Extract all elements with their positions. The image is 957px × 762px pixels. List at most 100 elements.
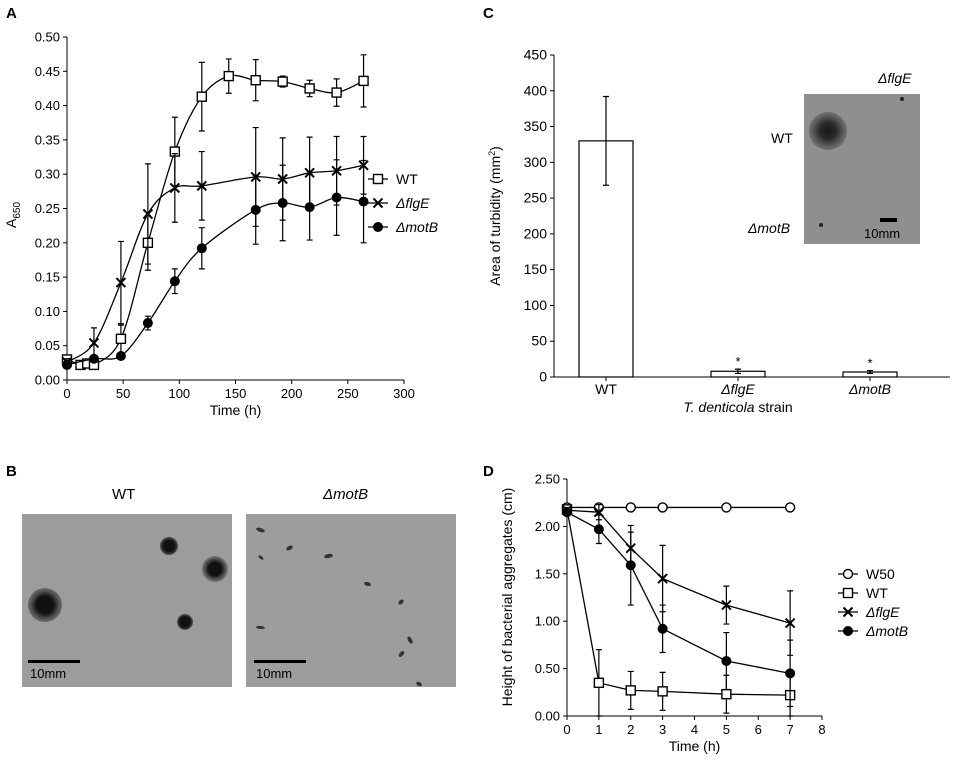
y-tick-label: 0.50 <box>535 661 560 676</box>
data-point <box>250 204 261 215</box>
panel-label-b: B <box>6 463 17 480</box>
data-point <box>115 333 127 345</box>
category-label: ΔmotB <box>848 381 891 397</box>
x-axis-title: T. denticola strain <box>683 399 792 415</box>
error-bar <box>603 95 609 186</box>
photo-motb: 10mm <box>246 514 456 687</box>
x-tick-label: 100 <box>168 386 190 401</box>
x-tick-label: 250 <box>337 386 359 401</box>
data-point <box>784 502 796 513</box>
data-point <box>625 685 636 696</box>
data-point <box>88 337 100 349</box>
data-point <box>115 350 126 361</box>
data-point <box>115 277 127 288</box>
data-point <box>657 573 668 584</box>
inset-colony-motb <box>819 223 823 227</box>
y-tick-label: 2.00 <box>535 519 560 534</box>
series-line <box>566 509 791 696</box>
y-axis-title: Height of bacterial aggregates (cm) <box>499 488 515 707</box>
data-point <box>593 524 604 535</box>
y-tick-label: 350 <box>524 118 548 134</box>
data-point <box>721 502 732 513</box>
colony <box>177 614 193 630</box>
y-tick-label: 150 <box>524 261 548 277</box>
data-point <box>358 75 369 87</box>
y-tick-label: 300 <box>524 154 548 170</box>
y-tick-label: 0.10 <box>35 304 60 319</box>
inset-scale-bar <box>880 218 897 222</box>
data-point <box>721 599 732 611</box>
data-point <box>657 686 668 697</box>
data-point <box>277 76 288 87</box>
photo-wt: 10mm <box>22 514 232 687</box>
chart-d: 0.00 0.50 1.00 1.50 2.00 2.50 0 1 2 3 4 5 6 7 8 Time (h… <box>499 472 908 755</box>
legend-label: W50 <box>866 566 895 582</box>
x-tick-label: 6 <box>755 722 762 737</box>
x-tick-label: 3 <box>659 722 666 737</box>
y-tick-label: 400 <box>524 82 548 98</box>
data-point <box>88 353 99 364</box>
colony <box>202 556 228 582</box>
legend-marker <box>842 587 854 599</box>
data-point <box>196 91 208 102</box>
data-point <box>562 507 572 518</box>
scale-bar <box>28 660 80 663</box>
legend: W50 WT ΔflgE ΔmotB <box>838 566 908 639</box>
legend-marker <box>842 568 854 580</box>
data-point <box>721 688 732 700</box>
inset-photo: 10mm <box>804 94 920 244</box>
y-tick-label: 0.05 <box>35 338 60 353</box>
data-point <box>304 167 315 179</box>
y-tick-label: 1.00 <box>535 614 560 629</box>
data-point <box>721 656 732 667</box>
series-x <box>61 126 369 368</box>
x-tick-label: 4 <box>691 722 698 737</box>
legend-label: ΔmotB <box>395 219 438 235</box>
x-tick-label: 8 <box>818 722 825 737</box>
legend-label: ΔflgE <box>395 195 430 211</box>
x-tick-label: 150 <box>225 386 247 401</box>
scale-bar <box>254 660 306 663</box>
inset-label-wt: WT <box>771 130 793 146</box>
y-tick-label: 250 <box>524 190 548 206</box>
series-line <box>566 511 791 674</box>
x-tick-label: 1 <box>595 722 602 737</box>
photo-motb-background <box>246 514 456 687</box>
series-circle <box>62 159 369 370</box>
panel-label-a: A <box>6 5 17 22</box>
scale-bar-label: 10mm <box>30 666 67 681</box>
series-line <box>66 164 364 363</box>
inset-scale-bar-label: 10mm <box>864 226 901 241</box>
data-point <box>169 276 180 287</box>
inset-colony-wt <box>809 112 847 150</box>
category-label: ΔflgE <box>720 381 755 397</box>
y-tick-label: 100 <box>524 297 548 313</box>
legend: WT ΔflgE ΔmotB <box>368 171 438 235</box>
photo-motb-title: ΔmotB <box>323 486 369 503</box>
series-line <box>566 509 791 624</box>
legend-label: ΔmotB <box>865 623 908 639</box>
chart-a: 0.00 0.05 0.10 0.15 0.20 0.25 0.30 0.35 0.40 0.45… <box>3 30 438 419</box>
y-axis-title-close: ) <box>487 146 503 151</box>
inset-colony-flge <box>900 97 904 101</box>
data-point <box>358 196 369 207</box>
x-axis-title-rest: strain <box>754 399 792 415</box>
inset-label-motb: ΔmotB <box>748 220 791 236</box>
colony-large <box>28 588 62 622</box>
series-line <box>66 196 364 366</box>
legend-marker <box>372 197 384 209</box>
series-square <box>561 504 796 717</box>
data-point <box>593 677 605 689</box>
data-point <box>223 70 234 82</box>
y-tick-label: 0.00 <box>35 373 60 388</box>
x-tick-label: 0 <box>63 386 70 401</box>
error-bar <box>867 369 873 375</box>
data-point <box>304 83 315 94</box>
legend-marker <box>373 222 383 232</box>
y-axis-title-superscript: 2 <box>487 151 497 156</box>
scale-bar-label: 10mm <box>256 666 293 681</box>
series-line <box>66 74 364 368</box>
y-tick-label: 200 <box>524 225 548 241</box>
inset-label-flge: ΔflgE <box>878 70 912 86</box>
